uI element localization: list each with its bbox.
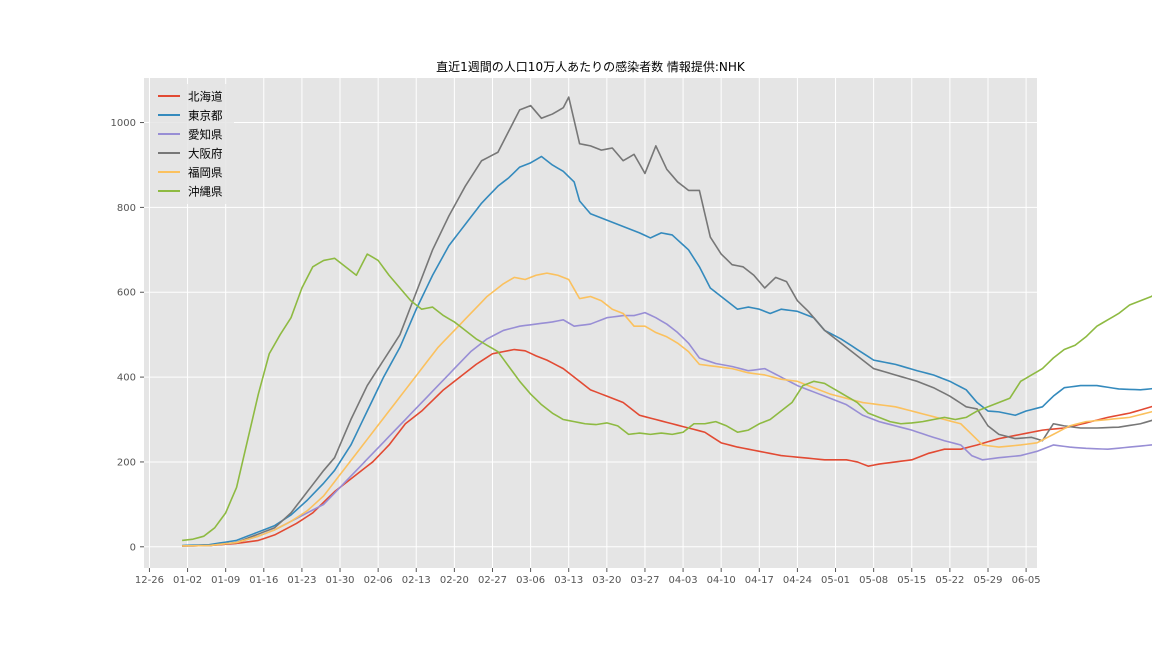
x-tick-label: 04-24 (783, 575, 812, 586)
x-tick-label: 05-08 (859, 575, 888, 586)
x-tick-label: 01-30 (325, 575, 354, 586)
y-tick-label: 600 (117, 288, 136, 299)
legend-label: 沖縄県 (188, 185, 223, 199)
x-tick-label: 05-22 (935, 575, 964, 586)
x-tick-label: 01-16 (249, 575, 278, 586)
series-lines (182, 96, 1152, 547)
x-tick-label: 05-15 (897, 575, 926, 586)
series-line-3 (182, 96, 1152, 547)
legend-label: 大阪府 (188, 147, 223, 161)
series-line-0 (182, 348, 1152, 547)
series-line-1 (182, 155, 1152, 547)
legend-label: 東京都 (188, 109, 223, 123)
y-tick-label: 0 (130, 542, 136, 553)
legend-label: 福岡県 (188, 166, 223, 180)
plot-background (144, 78, 1037, 568)
x-tick-label: 04-10 (707, 575, 736, 586)
x-tick-label: 03-06 (516, 575, 545, 586)
y-tick-label: 400 (117, 373, 136, 384)
x-tick-label: 02-06 (364, 575, 393, 586)
x-tick-label: 02-27 (478, 575, 507, 586)
x-tick-label: 03-13 (554, 575, 583, 586)
x-tick-label: 01-02 (173, 575, 202, 586)
x-tick-label: 03-20 (592, 575, 621, 586)
y-tick-label: 800 (117, 203, 136, 214)
x-tick-label: 01-23 (287, 575, 316, 586)
x-tick-label: 05-29 (973, 575, 1002, 586)
x-tick-label: 12-26 (135, 575, 164, 586)
x-tick-label: 01-09 (211, 575, 240, 586)
y-tick-label: 200 (117, 457, 136, 468)
x-tick-label: 02-13 (402, 575, 431, 586)
series-line-5 (182, 253, 1152, 542)
x-tick-label: 05-01 (821, 575, 850, 586)
series-line-4 (182, 272, 1152, 547)
x-tick-label: 03-27 (630, 575, 659, 586)
chart-title: 直近1週間の人口10万人あたりの感染者数 情報提供:NHK (436, 59, 746, 74)
x-tick-label: 02-20 (440, 575, 469, 586)
legend-label: 北海道 (188, 90, 223, 104)
y-tick-label: 1000 (111, 118, 136, 129)
legend-label: 愛知県 (188, 128, 223, 142)
series-line-2 (182, 311, 1152, 547)
x-tick-label: 04-03 (669, 575, 698, 586)
axis-ticks: 0 200 400 600 800 1000 12-26 01-02 01-09 01-16 01-… (111, 118, 1041, 586)
x-tick-label: 06-05 (1012, 575, 1041, 586)
x-tick-label: 04-17 (745, 575, 774, 586)
